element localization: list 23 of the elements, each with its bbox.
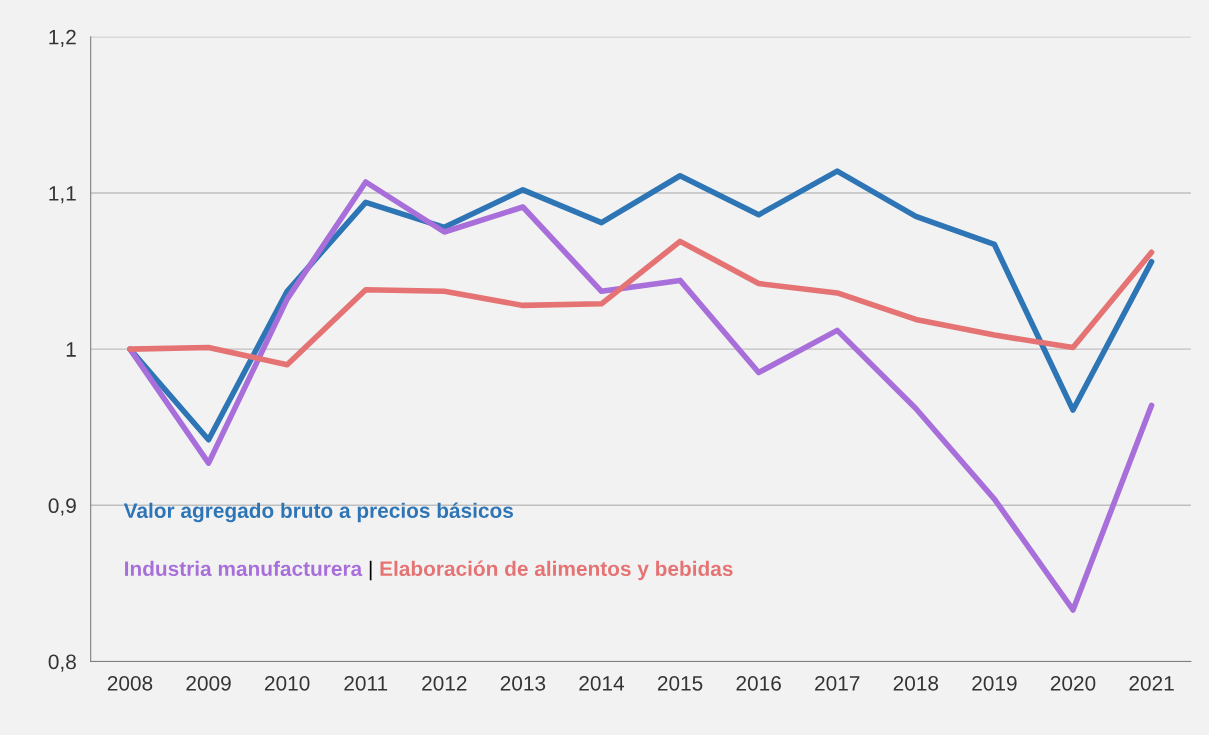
y-tick-label: 0,9 [48, 498, 76, 516]
text: Elaboración de alimentos y bebidas [380, 560, 733, 581]
annotation: | [369, 560, 372, 581]
x-tick-label: 2016 [736, 675, 781, 691]
y-tick-label: 0,8 [48, 654, 76, 672]
x-tick-label: 2021 [1129, 675, 1174, 691]
x-tick-label: 2018 [893, 675, 939, 691]
x-tick-label: 2019 [972, 675, 1017, 691]
x-tick-label: 2013 [500, 675, 546, 691]
x-tick-label: 2009 [186, 675, 231, 691]
x-tick-label: 2011 [344, 675, 388, 691]
x-tick-label: 2012 [422, 675, 467, 691]
y-tick-label: 1,2 [49, 29, 76, 47]
x-tick-label: 2015 [657, 675, 703, 691]
x-tick-label: 2010 [265, 675, 310, 691]
text: Valor agregado bruto a precios básicos [123, 502, 513, 523]
x-tick-label: 2014 [579, 675, 625, 691]
x-tick-label: 2008 [107, 675, 153, 691]
y-tick-label: 1,1 [49, 186, 76, 204]
text: Industria manufacturera [125, 560, 363, 577]
y-tick-label: 1 [66, 342, 76, 357]
x-tick-label: 2017 [815, 675, 860, 691]
x-tick-label: 2020 [1050, 675, 1096, 691]
